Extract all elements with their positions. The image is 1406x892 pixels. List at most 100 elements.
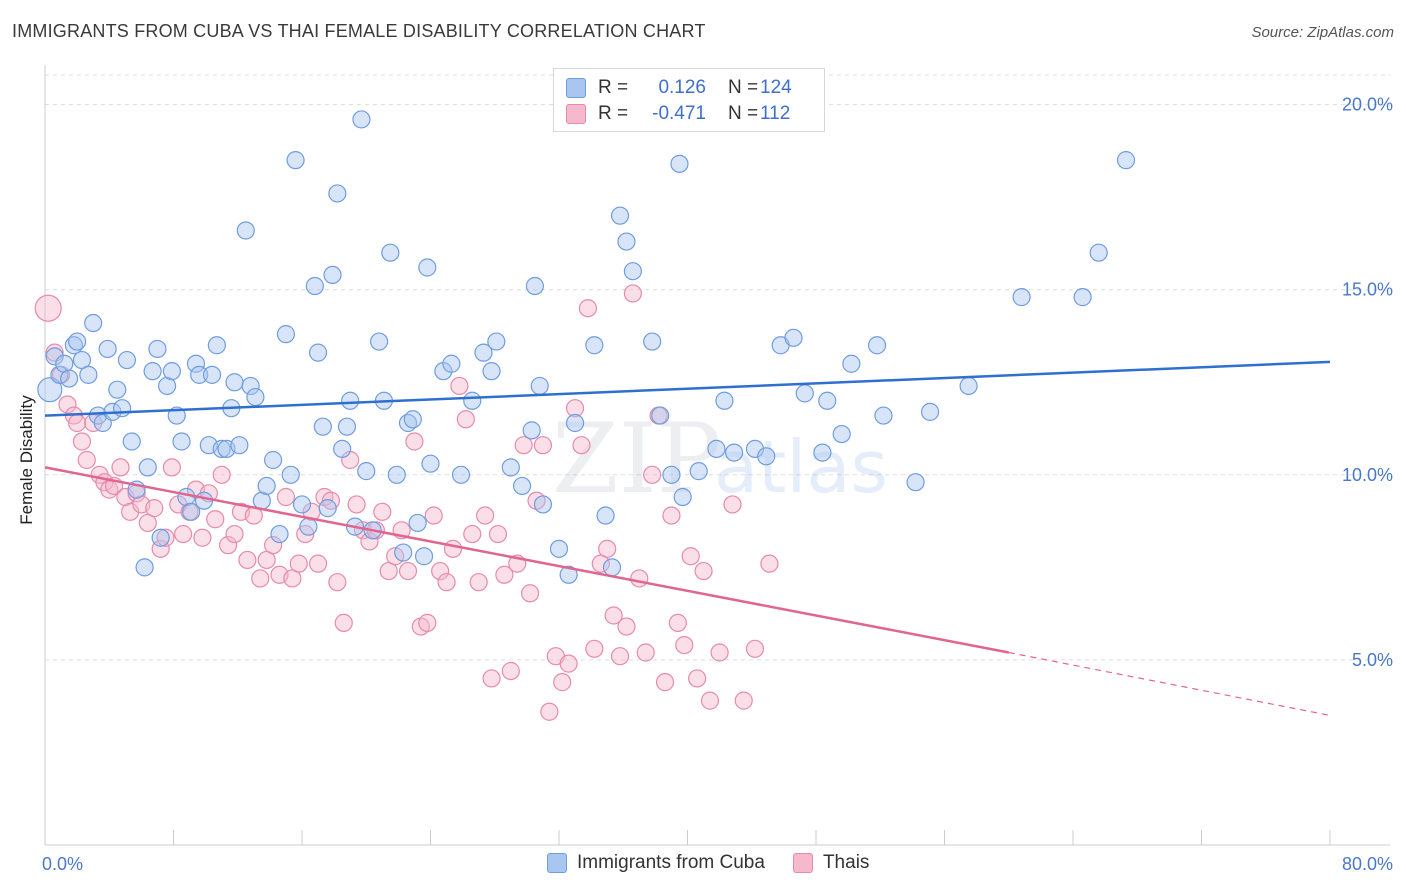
cuba-point: [337, 417, 357, 436]
cuba-point: [79, 365, 98, 384]
cuba-point: [381, 243, 400, 262]
cuba-point: [299, 517, 318, 536]
cuba-point: [757, 447, 776, 466]
thai-point: [681, 547, 700, 566]
trendlines: [44, 360, 1331, 717]
cuba-point: [246, 387, 265, 407]
cuba-point: [670, 154, 689, 173]
legend-thais-label: Thais: [822, 852, 870, 873]
thai-point: [710, 643, 729, 662]
thai-point: [514, 436, 533, 455]
thai-point: [520, 584, 540, 603]
y-axis-label: Female Disability: [17, 395, 36, 525]
thai-point: [578, 299, 598, 318]
thai-point: [553, 673, 572, 692]
cuba-point: [832, 424, 851, 444]
cuba-point: [623, 262, 642, 281]
legend-item-thais[interactable]: Thais: [792, 852, 870, 874]
cuba-point: [1116, 151, 1136, 170]
cuba-points: [37, 110, 1136, 584]
cuba-point: [68, 332, 87, 351]
legend-row-cuba: R = 0.126 N = 124: [566, 76, 792, 100]
cuba-swatch: [547, 853, 567, 873]
thai-point: [206, 510, 225, 529]
thai-point: [585, 639, 604, 658]
cuba-point: [292, 495, 312, 514]
cuba-point: [194, 491, 214, 510]
cuba-point: [122, 432, 141, 451]
cuba-point: [643, 332, 662, 351]
thai-point: [276, 487, 296, 507]
thai-point: [145, 499, 164, 518]
cuba-point: [357, 462, 376, 481]
axes: [44, 65, 1390, 846]
thai-point: [482, 669, 501, 688]
cuba-point: [305, 276, 324, 296]
x-tick-label-min: 0.0%: [42, 854, 83, 874]
thai-point: [610, 647, 630, 666]
cuba-point: [323, 265, 342, 285]
thai-point: [604, 606, 623, 625]
cuba-point: [182, 502, 201, 521]
cuba-point: [906, 473, 925, 492]
cuba-point: [45, 347, 64, 366]
thai-point: [373, 502, 392, 521]
cuba-point: [724, 443, 744, 462]
cuba-point: [795, 384, 814, 403]
cuba-point: [352, 110, 371, 129]
legend-row-thai: R = -0.471 N = 112: [566, 102, 790, 126]
thai-point: [431, 561, 450, 581]
thai-point: [700, 691, 720, 710]
thai-point: [289, 554, 308, 573]
thai-point: [212, 465, 231, 484]
cuba-point: [596, 506, 615, 525]
cuba-point: [135, 558, 154, 577]
cuba-point: [108, 380, 127, 399]
thai-point: [662, 506, 681, 525]
cuba-point: [842, 354, 861, 373]
cuba-point: [487, 332, 506, 351]
cuba-point: [341, 391, 360, 410]
legend-item-cuba[interactable]: Immigrants from Cuba: [547, 852, 765, 874]
cuba-point: [610, 206, 630, 225]
cuba-point: [1073, 288, 1092, 307]
thai-point: [540, 702, 559, 721]
cuba-point: [707, 439, 726, 458]
thai-trendline: [44, 466, 1009, 654]
cuba-point: [414, 547, 434, 566]
cuba-point: [387, 465, 406, 484]
cuba-point: [525, 276, 545, 296]
x-tick-label-max: 80.0%: [1342, 854, 1393, 874]
watermark-zip: ZIP: [552, 403, 721, 515]
legend-r-value: -0.471: [652, 103, 706, 124]
thai-point: [360, 532, 379, 551]
cuba-point: [512, 476, 532, 496]
cuba-point: [148, 339, 167, 359]
cuba-swatch: [566, 78, 586, 98]
cuba-point: [286, 151, 305, 170]
thai-point: [418, 613, 437, 632]
y-tick-label: 20.0%: [1342, 95, 1393, 115]
chart-title: IMMIGRANTS FROM CUBA VS THAI FEMALE DISA…: [12, 21, 706, 41]
thai-point: [225, 524, 244, 544]
thai-point: [617, 617, 636, 636]
thai-swatch: [566, 104, 586, 124]
thai-point: [745, 639, 765, 658]
thai-point: [72, 432, 92, 451]
thai-point: [68, 413, 87, 433]
thai-point: [495, 565, 514, 584]
cuba-point: [143, 362, 162, 381]
cuba-point: [151, 528, 170, 547]
cuba-point: [813, 443, 832, 462]
thai-point: [643, 465, 662, 484]
cuba-point: [482, 362, 501, 381]
cuba-point: [418, 258, 437, 277]
watermark: ZIP atlas: [552, 403, 888, 515]
thai-point: [623, 284, 642, 303]
thai-point: [219, 536, 238, 555]
cuba-point: [230, 436, 249, 455]
cuba-point: [112, 399, 132, 418]
cuba-point: [662, 465, 681, 484]
thai-point: [58, 395, 77, 414]
cuba-point: [270, 524, 289, 544]
